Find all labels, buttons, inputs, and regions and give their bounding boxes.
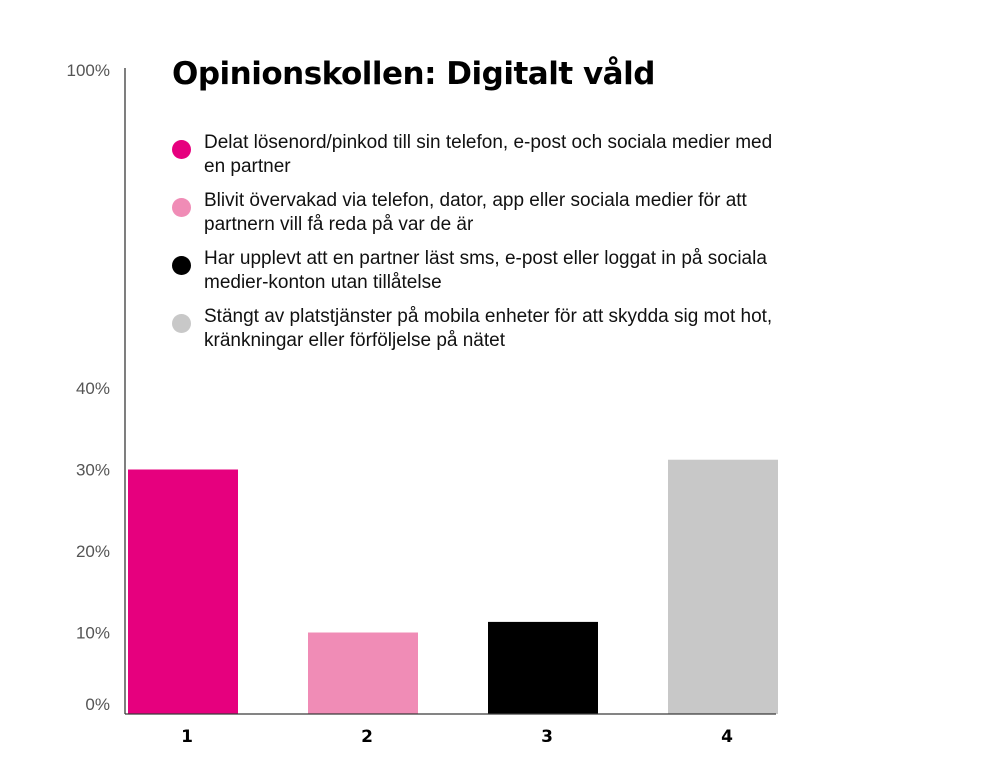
legend-label: Stängt av platstjänster på mobila enhete…	[204, 306, 773, 351]
y-tick-label: 40%	[76, 379, 110, 398]
legend-item: Har upplevt att en partner läst sms, e-p…	[170, 247, 790, 295]
legend-swatch	[172, 198, 191, 217]
bars	[128, 459, 778, 714]
legend-swatch	[172, 314, 191, 333]
legend-label: Blivit övervakad via telefon, dator, app…	[204, 190, 747, 235]
bar	[488, 621, 598, 714]
y-tick-label: 0%	[85, 695, 110, 714]
y-axis-ticks: 0% 10% 20% 30% 40% 100%	[67, 61, 110, 714]
bar	[308, 632, 418, 714]
x-tick-label: 2	[361, 727, 373, 747]
y-tick-label: 10%	[76, 624, 110, 643]
x-tick-label: 3	[541, 727, 553, 747]
legend-label: Delat lösenord/pinkod till sin telefon, …	[204, 132, 773, 177]
y-tick-label: 100%	[67, 61, 110, 80]
y-tick-label: 30%	[76, 461, 110, 480]
legend-item: Stängt av platstjänster på mobila enhete…	[170, 305, 790, 353]
bar	[668, 459, 778, 714]
x-tick-label: 1	[181, 727, 193, 747]
legend-label: Har upplevt att en partner läst sms, e-p…	[204, 248, 767, 293]
legend-swatch	[172, 140, 191, 159]
bar	[128, 469, 238, 714]
x-tick-label: 4	[721, 727, 733, 747]
chart-title: Opinionskollen: Digitalt våld	[172, 56, 655, 92]
legend-item: Delat lösenord/pinkod till sin telefon, …	[170, 131, 790, 179]
legend-item: Blivit övervakad via telefon, dator, app…	[170, 189, 790, 237]
x-axis-ticks: 1 2 3 4	[181, 727, 733, 747]
legend: Delat lösenord/pinkod till sin telefon, …	[170, 131, 790, 363]
y-tick-label: 20%	[76, 542, 110, 561]
legend-swatch	[172, 256, 191, 275]
